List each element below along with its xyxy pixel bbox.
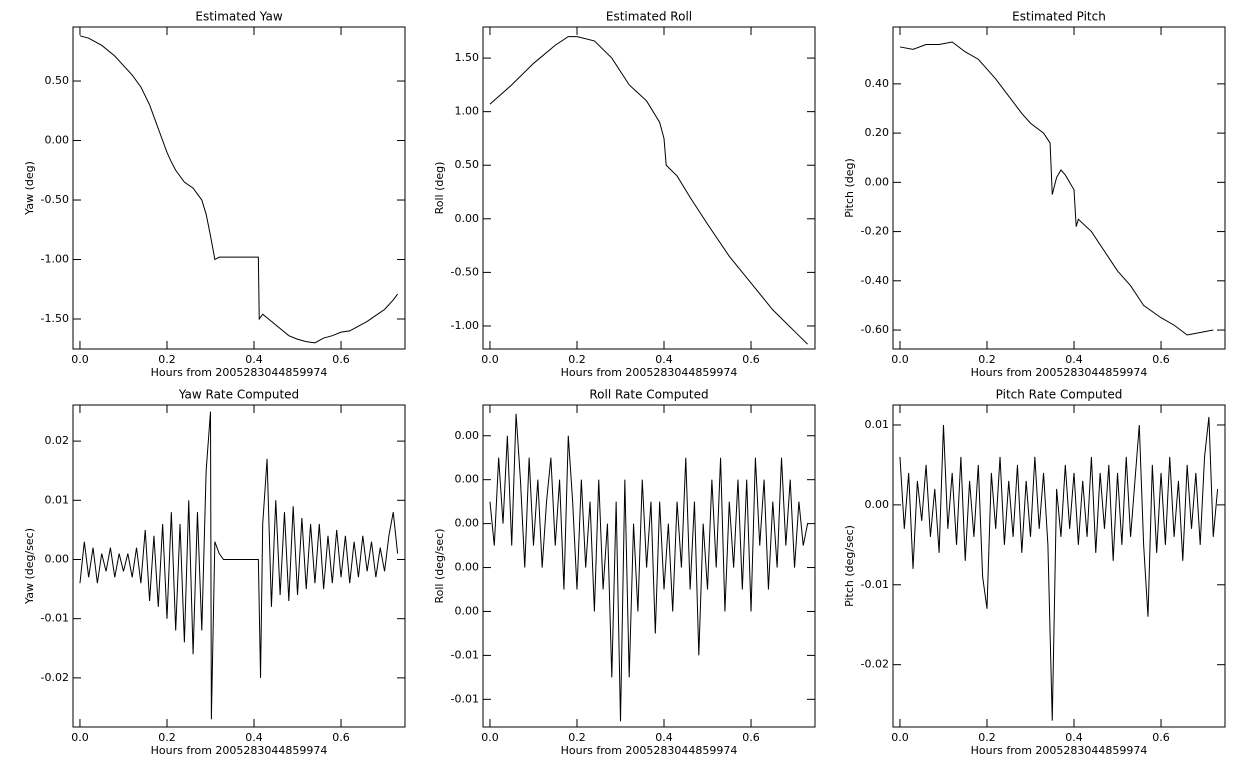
y-tick-label: -1.00 (451, 319, 479, 332)
y-tick-label: 0.00 (865, 175, 890, 188)
y-tick-label: -0.02 (41, 671, 69, 684)
subplot-title: Roll Rate Computed (589, 388, 708, 402)
data-line (489, 413, 809, 722)
y-tick-label: 0.00 (45, 134, 70, 147)
data-line (899, 416, 1219, 721)
y-tick-label: 1.00 (455, 105, 480, 118)
y-tick-label: 0.20 (865, 126, 890, 139)
y-tick-label: 0.50 (45, 74, 70, 87)
y-tick-label: -0.40 (861, 274, 889, 287)
x-tick-label: 0.2 (158, 353, 176, 366)
y-tick-label: 0.00 (455, 473, 480, 486)
x-tick-label: 0.4 (245, 731, 263, 744)
x-axis-label: Hours from 2005283044859974 (151, 744, 328, 757)
subplot-title: Pitch Rate Computed (996, 388, 1123, 402)
y-axis-label: Yaw (deg) (23, 161, 36, 216)
x-tick-label: 0.6 (742, 731, 760, 744)
y-tick-label: 0.00 (865, 498, 890, 511)
subplot: Yaw Rate Computed Hours from 200528304485… (23, 388, 406, 757)
x-tick-label: 0.0 (891, 731, 909, 744)
x-tick-label: 0.6 (1152, 731, 1170, 744)
subplot: Roll Rate Computed Hours from 20052830448… (433, 388, 816, 757)
y-tick-label: 0.00 (45, 552, 70, 565)
y-tick-label: -0.50 (451, 265, 479, 278)
subplot-title: Estimated Yaw (195, 10, 282, 24)
x-tick-label: 0.4 (1065, 731, 1083, 744)
data-line (489, 36, 808, 345)
x-axis-label: Hours from 2005283044859974 (561, 744, 738, 757)
x-tick-label: 0.2 (978, 731, 996, 744)
y-tick-label: 0.50 (455, 158, 480, 171)
y-tick-label: 0.00 (455, 517, 480, 530)
subplot: Estimated Yaw Hours from 2005283044859974… (23, 10, 406, 379)
x-tick-label: 0.0 (71, 353, 89, 366)
x-tick-label: 0.0 (481, 731, 499, 744)
plot-frame (72, 26, 406, 350)
y-tick-label: 0.00 (455, 604, 480, 617)
y-axis-label: Pitch (deg) (843, 158, 856, 218)
x-tick-label: 0.6 (1152, 353, 1170, 366)
y-tick-label: -1.00 (41, 253, 69, 266)
data-line (79, 411, 399, 720)
y-tick-label: -0.50 (41, 193, 69, 206)
x-tick-label: 0.2 (158, 731, 176, 744)
plot-frame (72, 404, 406, 728)
x-tick-label: 0.2 (978, 353, 996, 366)
y-tick-label: -0.01 (41, 612, 69, 625)
subplot-title: Yaw Rate Computed (178, 388, 299, 402)
y-tick-label: 0.00 (455, 429, 480, 442)
subplot-title: Estimated Pitch (1012, 10, 1106, 24)
y-axis-label: Yaw (deg/sec) (23, 528, 36, 605)
plot-frame (892, 404, 1226, 728)
y-axis-label: Roll (deg) (433, 162, 446, 215)
subplot: Pitch Rate Computed Hours from 2005283044… (843, 388, 1226, 757)
y-tick-label: -0.01 (451, 648, 479, 661)
y-axis-label: Roll (deg/sec) (433, 528, 446, 603)
x-tick-label: 0.0 (481, 353, 499, 366)
subplot-title: Estimated Roll (606, 10, 692, 24)
subplot: Estimated Pitch Hours from 20052830448599… (843, 10, 1226, 379)
x-tick-label: 0.2 (568, 353, 586, 366)
x-axis-label: Hours from 2005283044859974 (561, 366, 738, 379)
y-tick-label: 0.02 (45, 434, 70, 447)
y-tick-label: 0.00 (455, 561, 480, 574)
plot-frame (482, 26, 816, 350)
y-tick-label: 1.50 (455, 51, 480, 64)
x-tick-label: 0.4 (245, 353, 263, 366)
y-tick-label: 0.01 (865, 418, 890, 431)
x-tick-label: 0.6 (742, 353, 760, 366)
y-tick-label: 0.00 (455, 212, 480, 225)
x-tick-label: 0.4 (655, 731, 673, 744)
x-tick-label: 0.0 (71, 731, 89, 744)
y-tick-label: 0.40 (865, 77, 890, 90)
x-axis-label: Hours from 2005283044859974 (971, 366, 1148, 379)
x-tick-label: 0.2 (568, 731, 586, 744)
x-tick-label: 0.4 (1065, 353, 1083, 366)
x-axis-label: Hours from 2005283044859974 (151, 366, 328, 379)
plot-frame (482, 404, 816, 728)
y-axis-label: Pitch (deg/sec) (843, 525, 856, 607)
subplot: Estimated Roll Hours from 200528304485997… (433, 10, 816, 379)
y-tick-label: -1.50 (41, 312, 69, 325)
data-line (79, 35, 399, 344)
x-tick-label: 0.6 (332, 353, 350, 366)
x-axis-label: Hours from 2005283044859974 (971, 744, 1148, 757)
y-tick-label: -0.60 (861, 323, 889, 336)
x-tick-label: 0.6 (332, 731, 350, 744)
y-tick-label: -0.20 (861, 225, 889, 238)
y-tick-label: -0.01 (861, 578, 889, 591)
data-line (899, 41, 1214, 336)
y-tick-label: -0.01 (451, 692, 479, 705)
y-tick-label: -0.02 (861, 658, 889, 671)
plot-frame (892, 26, 1226, 350)
x-tick-label: 0.4 (655, 353, 673, 366)
y-tick-label: 0.01 (45, 493, 70, 506)
x-tick-label: 0.0 (891, 353, 909, 366)
